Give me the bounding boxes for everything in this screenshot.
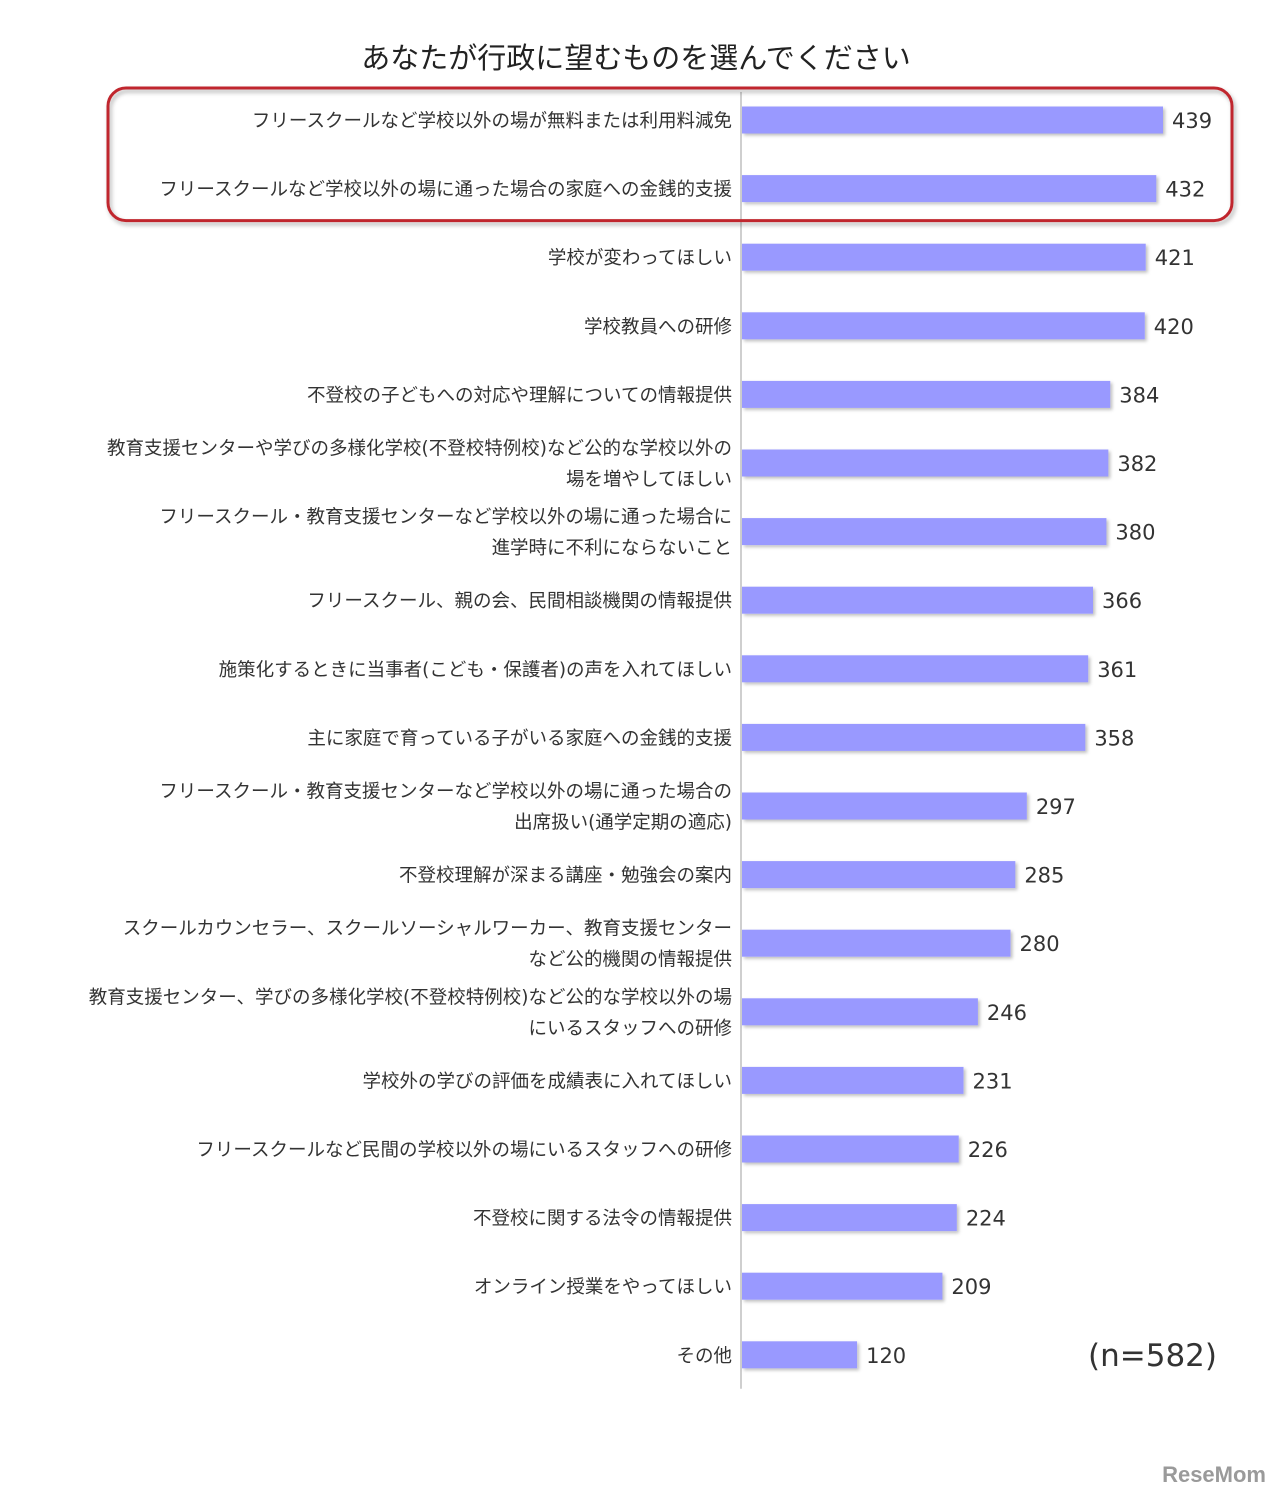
category-label: 進学時に不利にならないこと [491, 538, 732, 559]
data-label: 421 [1155, 246, 1195, 270]
data-label: 226 [968, 1138, 1008, 1162]
data-label: 246 [987, 1001, 1027, 1025]
category-label: スクールカウンセラー、スクールソーシャルワーカー、教育支援センター [123, 919, 732, 940]
category-label: 教育支援センター、学びの多様化学校(不登校特例校)など公的な学校以外の場 [89, 987, 732, 1008]
data-label: 280 [1020, 932, 1060, 956]
category-label: フリースクール、親の会、民間相談機関の情報提供 [307, 591, 732, 612]
bar [742, 1066, 964, 1094]
data-label: 209 [951, 1275, 991, 1299]
category-label: オンライン授業をやってほしい [474, 1277, 732, 1298]
data-label: 384 [1119, 383, 1159, 407]
category-label: 施策化するときに当事者(こども・保護者)の声を入れてほしい [219, 660, 732, 681]
category-label: 学校教員への研修 [584, 317, 732, 338]
bar [742, 792, 1027, 820]
category-label: 場を増やしてほしい [566, 470, 732, 491]
category-label: フリースクール・教育支援センターなど学校以外の場に通った場合の [159, 782, 732, 803]
category-label: 出席扱い(通学定期の適応) [514, 813, 732, 834]
category-label: 学校外の学びの評価を成績表に入れてほしい [363, 1071, 732, 1092]
data-label: 231 [973, 1069, 1013, 1093]
bar [742, 1135, 959, 1163]
chart-title: あなたが行政に望むものを選んでください [361, 41, 911, 75]
bar [742, 106, 1163, 134]
bar [742, 518, 1107, 546]
sample-size-note: (n=582) [1088, 1338, 1217, 1374]
category-label: フリースクールなど学校以外の場に通った場合の家庭への金銭的支援 [159, 180, 732, 201]
data-label: 297 [1036, 795, 1076, 819]
category-label: フリースクールなど学校以外の場が無料または利用料減免 [252, 111, 732, 132]
bar [742, 312, 1145, 340]
bar [742, 380, 1111, 408]
bar [742, 655, 1089, 683]
bar [742, 998, 978, 1026]
bar [742, 175, 1157, 203]
data-label: 285 [1024, 864, 1064, 888]
category-label: 主に家庭で育っている子がいる家庭への金銭的支援 [307, 728, 732, 749]
bar [742, 586, 1093, 614]
data-label: 420 [1154, 315, 1194, 339]
category-label: フリースクールなど民間の学校以外の場にいるスタッフへの研修 [196, 1140, 732, 1161]
bar [742, 1272, 943, 1300]
bar [742, 861, 1016, 889]
bar [742, 723, 1086, 751]
bar [742, 243, 1146, 271]
data-label: 380 [1115, 521, 1155, 545]
highlight-box [106, 86, 1234, 223]
category-label: 不登校の子どもへの対応や理解についての情報提供 [307, 385, 732, 406]
category-label: その他 [676, 1346, 732, 1367]
bar [742, 1204, 957, 1232]
data-label: 361 [1097, 658, 1137, 682]
data-label: 224 [966, 1207, 1006, 1231]
bar [742, 449, 1109, 477]
category-label: 学校が変わってほしい [548, 248, 732, 269]
data-label: 439 [1172, 109, 1212, 133]
data-label: 432 [1165, 178, 1205, 202]
category-label: にいるスタッフへの研修 [528, 1018, 732, 1039]
data-label: 358 [1094, 726, 1134, 750]
category-label: フリースクール・教育支援センターなど学校以外の場に通った場合に [159, 507, 732, 528]
data-label: 366 [1102, 589, 1142, 613]
category-label: 不登校に関する法令の情報提供 [473, 1209, 732, 1230]
bar [742, 929, 1011, 957]
data-label: 382 [1117, 452, 1157, 476]
data-label: 120 [866, 1344, 906, 1368]
category-label: など公的機関の情報提供 [528, 950, 732, 971]
watermark-logo: ReseMom [1162, 1462, 1266, 1487]
bar [742, 1341, 858, 1369]
category-label: 不登校理解が深まる講座・勉強会の案内 [399, 866, 732, 887]
category-label: 教育支援センターや学びの多様化学校(不登校特例校)など公的な学校以外の [107, 439, 732, 460]
